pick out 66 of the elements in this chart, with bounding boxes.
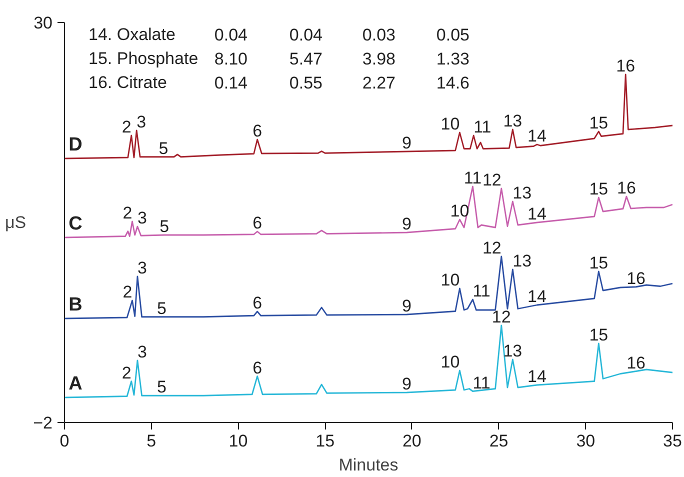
annotation: 5 bbox=[158, 138, 168, 158]
annotation: 9 bbox=[402, 296, 412, 316]
annotation: 16 bbox=[616, 56, 636, 76]
annotation: 3 bbox=[137, 208, 147, 228]
annotation: 9 bbox=[402, 214, 412, 234]
annotation: 6 bbox=[252, 358, 262, 378]
annotation: 16 bbox=[626, 268, 646, 288]
x-tick-label: 5 bbox=[146, 432, 156, 450]
annotation: 3 bbox=[136, 112, 146, 132]
line-series bbox=[64, 74, 672, 160]
x-tick-label: 10 bbox=[228, 432, 248, 450]
annotation: 13 bbox=[512, 252, 532, 270]
x-axis-title: Minutes bbox=[338, 456, 398, 474]
x-tick-label: 15 bbox=[316, 432, 335, 450]
annotation: 2 bbox=[122, 204, 132, 222]
annotation: 16 bbox=[617, 178, 636, 198]
x-tick-label: 30 bbox=[576, 432, 596, 450]
y-axis-title: μS bbox=[4, 213, 26, 232]
line-series bbox=[64, 324, 672, 398]
annotation: 14 bbox=[528, 287, 546, 306]
series-label: B bbox=[68, 294, 82, 316]
y-tick-label: −2 bbox=[33, 414, 53, 432]
annotation: 12 bbox=[492, 308, 511, 326]
annotation: 9 bbox=[402, 134, 412, 152]
annotation: 5 bbox=[160, 217, 170, 236]
x-tick-label: 0 bbox=[60, 432, 70, 450]
annotation: 15 bbox=[589, 326, 608, 344]
text: 15. Phosphate 8.10 5.47 3.98 1.33 bbox=[88, 49, 470, 68]
annotation: 10 bbox=[440, 352, 460, 372]
annotation: 10 bbox=[440, 270, 460, 290]
series-label: A bbox=[68, 373, 83, 394]
annotation: 11 bbox=[464, 168, 482, 188]
annotation: 12 bbox=[482, 238, 502, 258]
annotation: 15 bbox=[589, 114, 608, 132]
annotation: 16 bbox=[626, 353, 646, 372]
annotation: 2 bbox=[122, 282, 132, 302]
annotation: 13 bbox=[503, 112, 522, 130]
annotation: 11 bbox=[474, 118, 492, 136]
annotation: 3 bbox=[137, 258, 147, 278]
annotation: 3 bbox=[137, 342, 147, 362]
annotation: 13 bbox=[512, 184, 532, 202]
annotation: 14 bbox=[528, 204, 546, 224]
x-tick-label: 20 bbox=[402, 432, 422, 450]
text: 14. Oxalate 0.04 0.04 0.03 0.05 bbox=[88, 25, 470, 44]
annotation: 14 bbox=[528, 126, 546, 146]
annotation: 5 bbox=[157, 298, 167, 318]
annotation: 2 bbox=[122, 118, 132, 136]
x-tick-label: 35 bbox=[663, 432, 682, 450]
annotation: 2 bbox=[122, 363, 132, 382]
series-label: D bbox=[68, 134, 82, 156]
annotation: 9 bbox=[402, 374, 412, 394]
annotation: 10 bbox=[440, 114, 460, 134]
annotation: 14 bbox=[528, 367, 546, 386]
x-tick-label: 25 bbox=[489, 432, 508, 450]
annotation: 13 bbox=[503, 342, 522, 360]
annotation: 6 bbox=[252, 122, 262, 140]
annotation: 5 bbox=[157, 378, 167, 397]
annotation: 15 bbox=[589, 180, 608, 198]
annotation: 6 bbox=[252, 294, 262, 312]
annotation: 6 bbox=[252, 214, 262, 232]
annotation: 15 bbox=[589, 254, 608, 272]
annotation: 11 bbox=[472, 282, 490, 300]
text: 16. Citrate 0.14 0.55 2.27 14.6 bbox=[88, 73, 470, 92]
annotation: 12 bbox=[482, 170, 502, 190]
annotation: 11 bbox=[472, 373, 490, 392]
series-label: C bbox=[68, 213, 83, 234]
